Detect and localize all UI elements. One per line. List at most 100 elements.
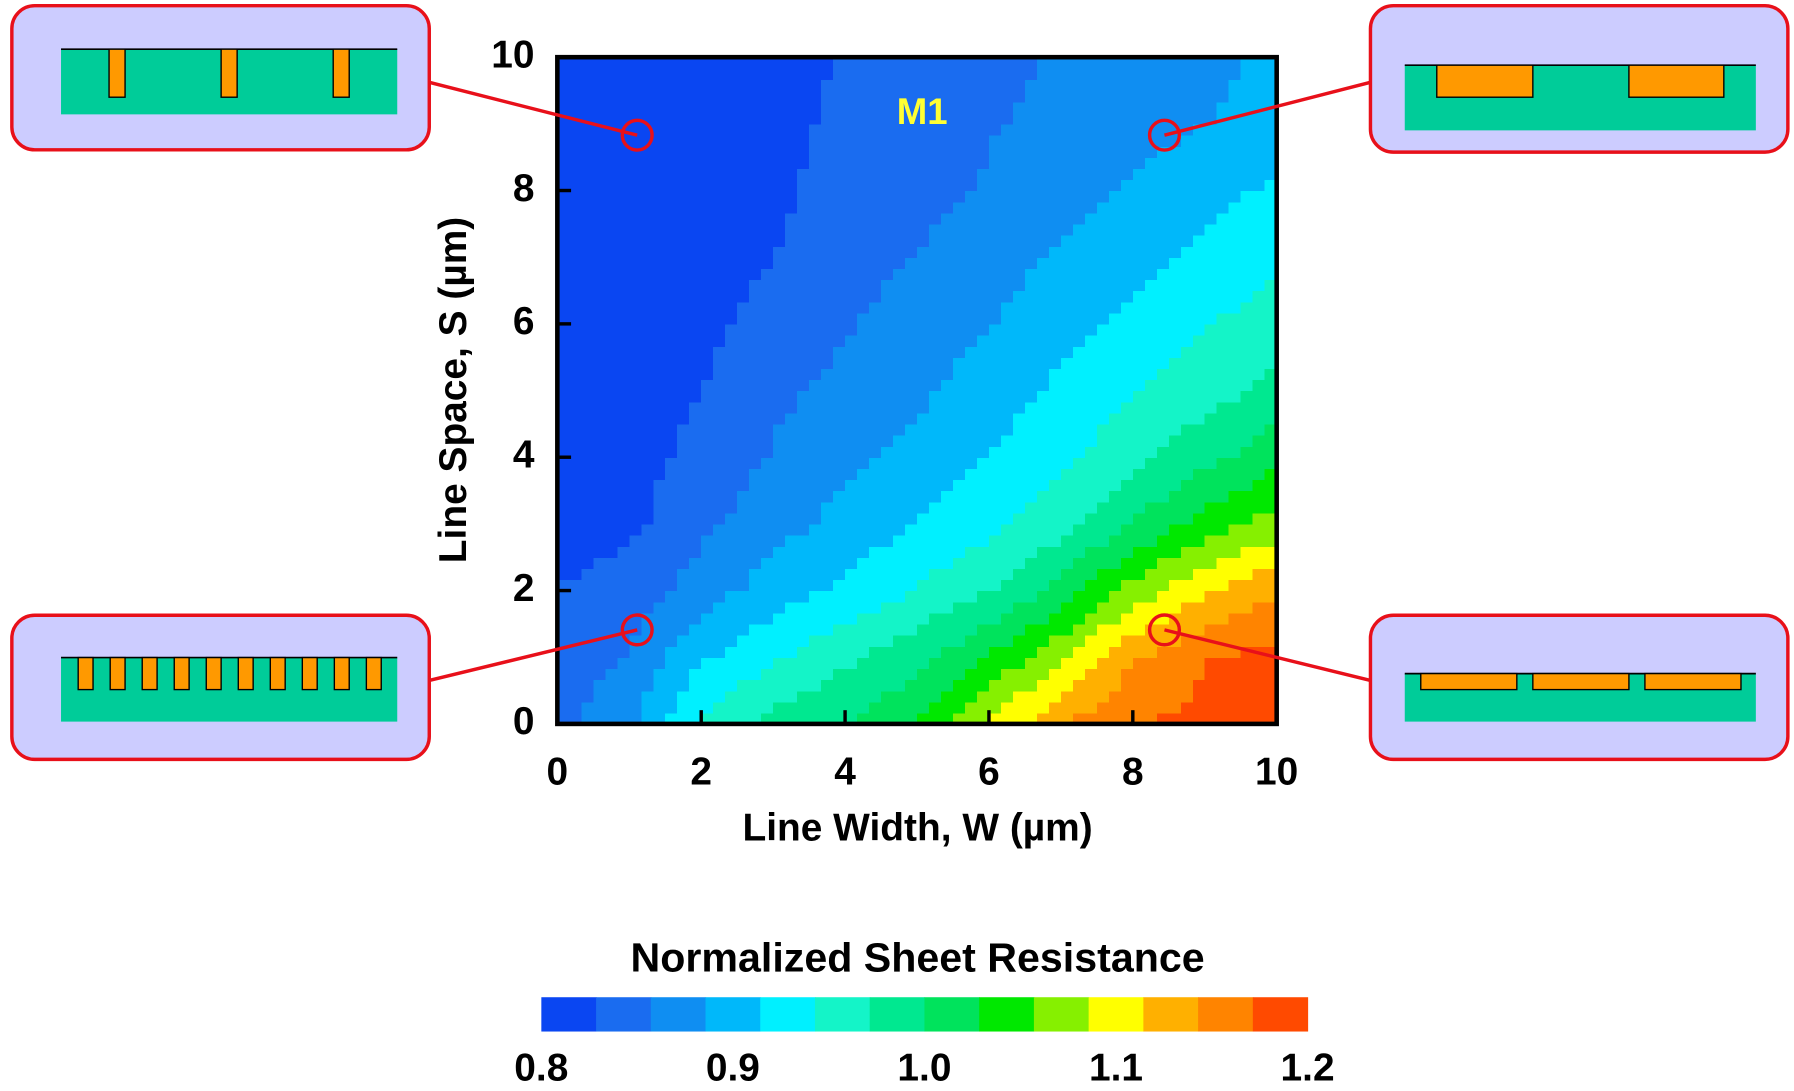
contour-cell — [677, 257, 690, 269]
contour-cell — [1013, 679, 1026, 691]
contour-cell — [1085, 268, 1098, 280]
contour-cell — [1001, 602, 1014, 614]
contour-cell — [1073, 468, 1086, 480]
contour-cell — [677, 535, 690, 547]
contour-cell — [953, 313, 966, 325]
contour-cell — [593, 657, 606, 669]
contour-cell — [821, 124, 834, 136]
contour-cell — [1025, 446, 1038, 458]
contour-cell — [845, 191, 858, 203]
contour-cell — [1181, 379, 1194, 391]
contour-cell — [773, 179, 786, 191]
contour-cell — [1181, 491, 1194, 503]
contour-cell — [1217, 79, 1230, 91]
contour-cell — [965, 324, 978, 336]
contour-cell — [1205, 524, 1218, 536]
contour-cell — [701, 668, 714, 680]
contour-cell — [1229, 91, 1242, 103]
contour-cell — [725, 702, 738, 714]
contour-cell — [1157, 224, 1170, 236]
contour-cell — [581, 191, 594, 203]
contour-cell — [1001, 391, 1014, 403]
contour-cell — [821, 602, 834, 614]
contour-cell — [689, 691, 702, 703]
contour-cell — [725, 446, 738, 458]
contour-cell — [1013, 557, 1026, 569]
contour-cell — [569, 457, 582, 469]
contour-cell — [917, 535, 930, 547]
contour-cell — [1157, 335, 1170, 347]
colorbar-tick-label: 0.9 — [706, 1047, 760, 1090]
contour-cell — [1085, 491, 1098, 503]
contour-cell — [1037, 513, 1050, 525]
contour-cell — [749, 135, 762, 147]
contour-cell — [1229, 413, 1242, 425]
contour-cell — [1169, 268, 1182, 280]
contour-cell — [1097, 613, 1110, 625]
contour-cell — [617, 646, 630, 658]
contour-cell — [821, 79, 834, 91]
contour-cell — [989, 257, 1002, 269]
contour-cell — [761, 135, 774, 147]
contour-cell — [677, 279, 690, 291]
contour-cell — [761, 268, 774, 280]
contour-cell — [569, 591, 582, 603]
contour-cell — [701, 646, 714, 658]
contour-cell — [761, 624, 774, 636]
contour-cell — [1085, 379, 1098, 391]
contour-cell — [665, 235, 678, 247]
contour-cell — [1193, 513, 1206, 525]
contour-cell — [917, 635, 930, 647]
contour-cell — [665, 691, 678, 703]
contour-cell — [1037, 291, 1050, 303]
contour-cell — [1037, 257, 1050, 269]
contour-cell — [773, 168, 786, 180]
contour-cell — [1037, 579, 1050, 591]
contour-cell — [605, 346, 618, 358]
contour-cell — [977, 291, 990, 303]
contour-cell — [641, 479, 654, 491]
contour-cell — [881, 379, 894, 391]
contour-cell — [881, 413, 894, 425]
contour-cell — [1157, 379, 1170, 391]
inset-line — [270, 658, 285, 690]
contour-cell — [1169, 202, 1182, 214]
contour-cell — [917, 246, 930, 258]
contour-cell — [581, 291, 594, 303]
contour-cell — [761, 557, 774, 569]
contour-cell — [965, 613, 978, 625]
contour-cell — [749, 213, 762, 225]
contour-cell — [725, 568, 738, 580]
colorbar-swatch — [1143, 997, 1198, 1031]
contour-cell — [581, 668, 594, 680]
contour-cell — [749, 591, 762, 603]
contour-cell — [629, 457, 642, 469]
contour-cell — [713, 646, 726, 658]
contour-cell — [881, 135, 894, 147]
contour-cell — [845, 368, 858, 380]
contour-cell — [1241, 179, 1254, 191]
contour-cell — [1037, 668, 1050, 680]
contour-cell — [821, 191, 834, 203]
contour-cell — [869, 557, 882, 569]
contour-cell — [1217, 491, 1230, 503]
contour-cell — [953, 524, 966, 536]
contour-cell — [713, 568, 726, 580]
contour-cell — [809, 568, 822, 580]
contour-cell — [1181, 602, 1194, 614]
contour-cell — [665, 168, 678, 180]
contour-cell — [1025, 291, 1038, 303]
contour-cell — [893, 402, 906, 414]
contour-cell — [617, 324, 630, 336]
contour-cell — [1013, 579, 1026, 591]
contour-cell — [953, 324, 966, 336]
contour-cell — [773, 257, 786, 269]
contour-cell — [1049, 479, 1062, 491]
contour-cell — [1037, 646, 1050, 658]
contour-cell — [797, 546, 810, 558]
contour-cell — [869, 691, 882, 703]
contour-cell — [785, 79, 798, 91]
contour-cell — [1097, 157, 1110, 169]
contour-cell — [1133, 68, 1146, 80]
contour-cell — [821, 502, 834, 514]
